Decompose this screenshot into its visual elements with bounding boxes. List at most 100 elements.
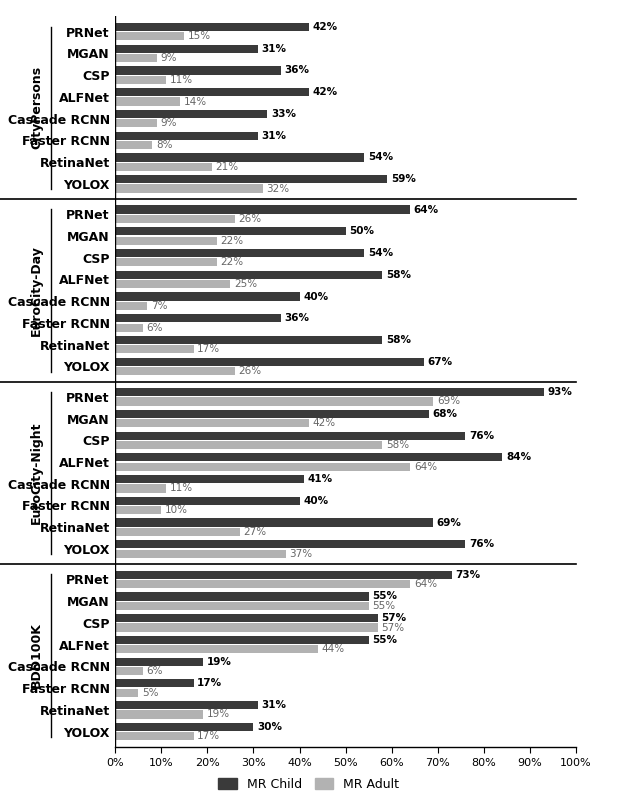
- Bar: [115, 388, 544, 396]
- Text: 7%: 7%: [151, 301, 168, 311]
- Text: 19%: 19%: [207, 657, 231, 667]
- Bar: [115, 67, 281, 75]
- Bar: [115, 293, 300, 301]
- Bar: [115, 549, 285, 558]
- Text: 33%: 33%: [271, 109, 296, 119]
- Bar: [115, 54, 157, 62]
- Text: 6%: 6%: [147, 666, 163, 676]
- Text: 26%: 26%: [239, 366, 262, 376]
- Text: 10%: 10%: [165, 505, 188, 515]
- Bar: [115, 679, 193, 688]
- Text: 6%: 6%: [147, 323, 163, 332]
- Text: 11%: 11%: [170, 483, 193, 494]
- Text: 32%: 32%: [266, 184, 289, 193]
- Bar: [115, 23, 308, 31]
- Text: 58%: 58%: [386, 270, 411, 280]
- Text: 9%: 9%: [161, 118, 177, 128]
- Text: 55%: 55%: [372, 591, 397, 601]
- Bar: [115, 153, 364, 161]
- Text: 11%: 11%: [170, 75, 193, 85]
- Bar: [115, 358, 424, 366]
- Text: 17%: 17%: [197, 731, 220, 741]
- Bar: [115, 345, 193, 354]
- Bar: [115, 76, 166, 84]
- Bar: [115, 132, 258, 140]
- Text: 55%: 55%: [372, 635, 397, 645]
- Bar: [115, 88, 308, 96]
- Text: 84%: 84%: [506, 452, 531, 463]
- Bar: [115, 119, 157, 127]
- Bar: [115, 314, 281, 322]
- Bar: [115, 110, 268, 118]
- Bar: [115, 184, 262, 192]
- Text: 22%: 22%: [220, 258, 243, 267]
- Text: BDD100K: BDD100K: [30, 622, 44, 688]
- Text: 73%: 73%: [455, 570, 481, 580]
- Text: 42%: 42%: [312, 418, 335, 429]
- Text: 59%: 59%: [391, 174, 415, 184]
- Bar: [115, 302, 147, 310]
- Text: 76%: 76%: [469, 539, 494, 549]
- Bar: [115, 205, 410, 214]
- Bar: [115, 141, 152, 149]
- Bar: [115, 646, 318, 653]
- Bar: [115, 419, 308, 427]
- Bar: [115, 270, 383, 279]
- Bar: [115, 258, 216, 266]
- Bar: [115, 324, 143, 332]
- Bar: [115, 280, 230, 289]
- Bar: [115, 367, 235, 375]
- Text: 58%: 58%: [386, 440, 409, 450]
- Bar: [115, 227, 346, 235]
- Text: 15%: 15%: [188, 31, 211, 41]
- Text: 69%: 69%: [437, 397, 460, 406]
- Text: 30%: 30%: [257, 722, 282, 732]
- Bar: [115, 571, 452, 579]
- Text: 9%: 9%: [161, 53, 177, 63]
- Text: 64%: 64%: [414, 462, 437, 471]
- Bar: [115, 336, 383, 344]
- Text: 37%: 37%: [289, 549, 312, 559]
- Bar: [115, 98, 180, 106]
- Text: 22%: 22%: [220, 235, 243, 246]
- Text: 57%: 57%: [381, 613, 406, 623]
- Text: 36%: 36%: [285, 65, 310, 76]
- Text: 17%: 17%: [197, 678, 222, 688]
- Bar: [115, 580, 410, 588]
- Text: 54%: 54%: [368, 153, 393, 162]
- Bar: [115, 602, 369, 610]
- Text: 19%: 19%: [207, 709, 230, 719]
- Text: 57%: 57%: [381, 622, 404, 633]
- Bar: [115, 453, 502, 461]
- Text: 27%: 27%: [243, 527, 266, 537]
- Bar: [115, 540, 465, 549]
- Bar: [115, 711, 203, 719]
- Text: 55%: 55%: [372, 601, 396, 611]
- Bar: [115, 506, 161, 514]
- Text: 31%: 31%: [262, 44, 287, 54]
- Bar: [115, 614, 378, 622]
- Bar: [115, 215, 235, 223]
- Bar: [115, 528, 239, 536]
- Text: 42%: 42%: [312, 22, 337, 32]
- Bar: [115, 688, 138, 696]
- Text: 36%: 36%: [285, 313, 310, 324]
- Text: 76%: 76%: [469, 431, 494, 440]
- Bar: [115, 667, 143, 675]
- Text: 5%: 5%: [142, 688, 159, 698]
- Text: 17%: 17%: [197, 344, 220, 355]
- Text: 21%: 21%: [216, 162, 239, 172]
- Text: 68%: 68%: [432, 409, 457, 419]
- Bar: [115, 398, 433, 405]
- Text: 67%: 67%: [428, 357, 452, 366]
- Text: 50%: 50%: [349, 227, 374, 236]
- Bar: [115, 175, 387, 184]
- Text: 31%: 31%: [262, 130, 287, 141]
- Bar: [115, 409, 429, 418]
- Text: 14%: 14%: [184, 96, 207, 107]
- Bar: [115, 636, 369, 644]
- Text: 8%: 8%: [156, 140, 172, 150]
- Bar: [115, 163, 212, 171]
- Bar: [115, 33, 184, 41]
- Bar: [115, 723, 253, 731]
